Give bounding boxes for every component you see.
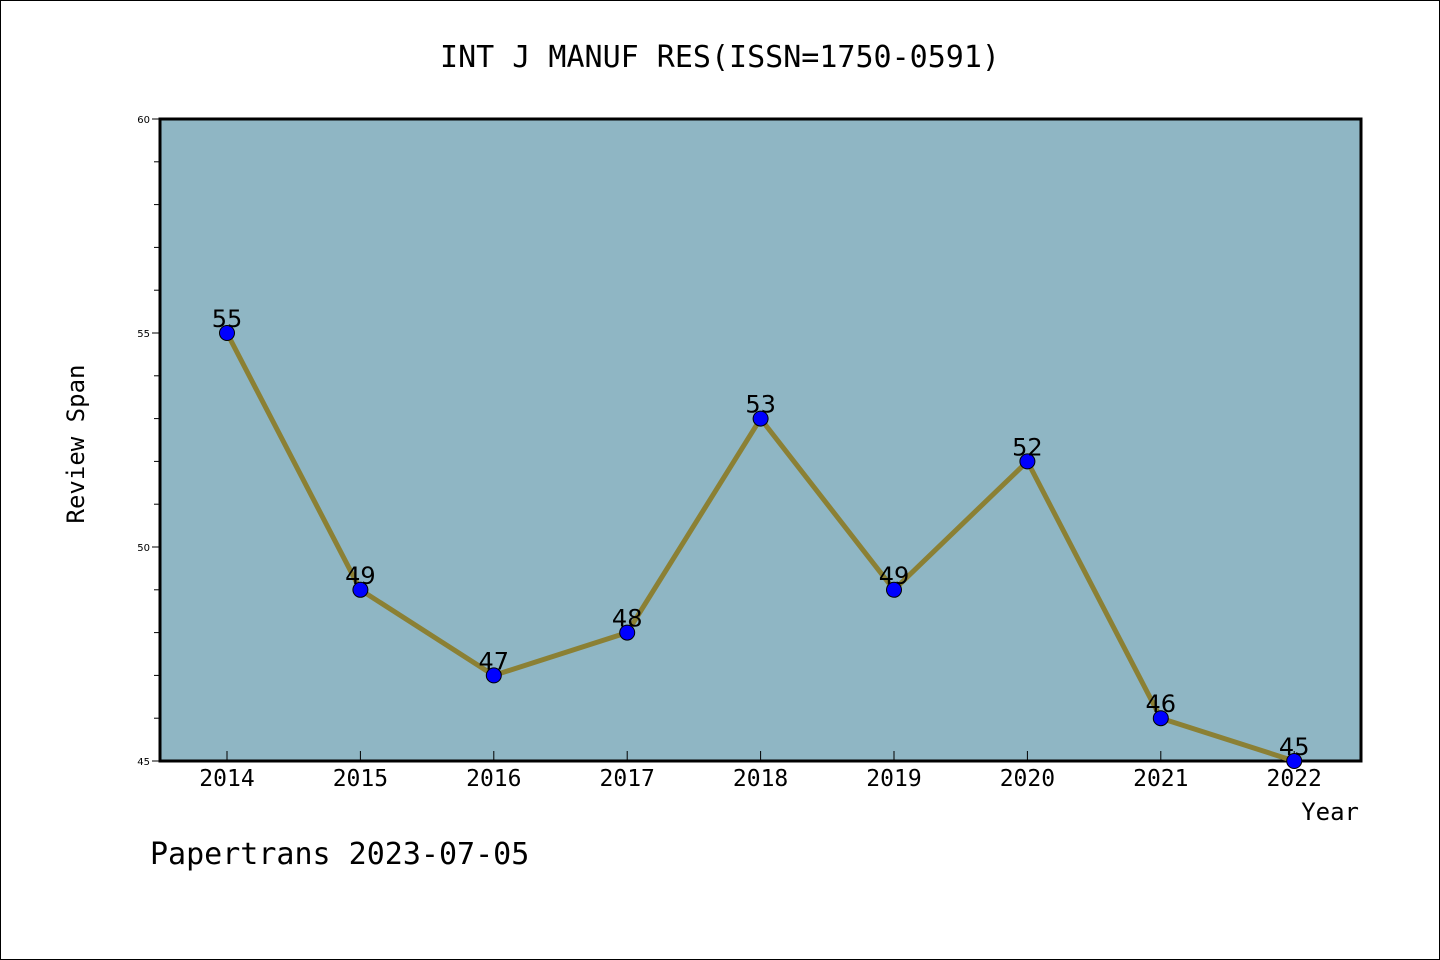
data-label: 49 (879, 562, 910, 590)
x-tick-label: 2015 (333, 766, 388, 792)
data-label: 53 (745, 391, 776, 419)
data-point (1019, 453, 1036, 470)
data-point (1152, 710, 1169, 727)
data-point (485, 667, 502, 684)
data-label: 49 (345, 562, 376, 590)
x-tick-label: 2017 (600, 766, 655, 792)
x-tick-label: 2019 (866, 766, 921, 792)
data-point (619, 624, 636, 641)
data-label: 46 (1146, 690, 1177, 718)
y-axis: 45 50 55 60 (137, 115, 160, 768)
chart-title: INT J MANUF RES(ISSN=1750-0591) (440, 40, 1000, 75)
y-tick-label: 45 (137, 757, 150, 768)
data-point (1286, 753, 1303, 769)
x-tick-label: 2022 (1267, 766, 1322, 792)
x-tick-label: 2016 (466, 766, 521, 792)
footer-credit: Papertrans 2023-07-05 (150, 837, 529, 872)
data-point (752, 410, 769, 427)
data-label: 47 (479, 647, 510, 675)
y-axis-label: Review Span (62, 365, 90, 524)
y-tick-label: 60 (137, 115, 150, 126)
plot-area (158, 117, 1363, 763)
x-axis: 2014 2015 2016 2017 2018 2019 2020 2021 2022 (199, 751, 1322, 792)
series-group (219, 325, 1303, 769)
data-label: 45 (1279, 733, 1310, 761)
data-point (886, 581, 902, 598)
x-tick-label: 2021 (1133, 766, 1188, 792)
x-tick-label: 2020 (1000, 766, 1055, 792)
x-tick-label: 2018 (733, 766, 788, 792)
x-axis-label: Year (1301, 798, 1359, 826)
data-labels: 55 49 47 48 53 49 52 46 45 (212, 305, 1310, 761)
x-tick-label: 2014 (199, 766, 254, 792)
data-point (352, 581, 369, 598)
y-tick-label: 50 (137, 543, 150, 554)
y-tick-label: 55 (137, 329, 150, 340)
data-label: 48 (612, 605, 643, 633)
data-point (219, 325, 235, 341)
data-label: 52 (1012, 433, 1043, 461)
data-label: 55 (212, 305, 243, 333)
